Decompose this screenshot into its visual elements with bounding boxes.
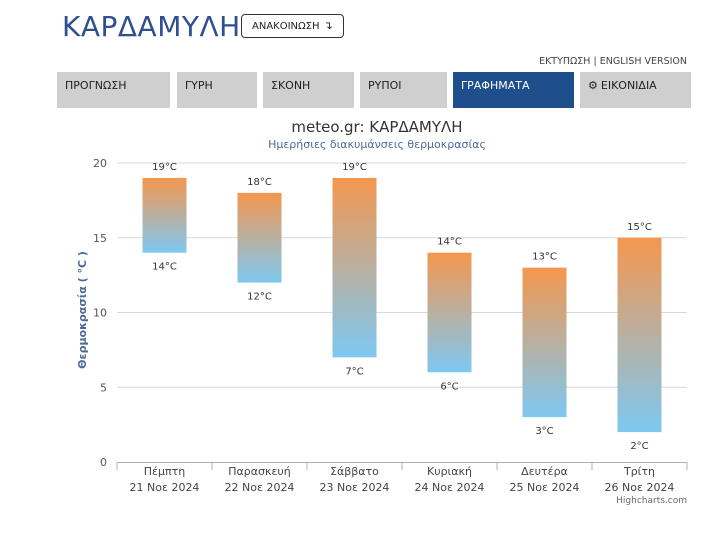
temperature-range-bar <box>617 237 662 433</box>
high-temp-label: 19°C <box>342 162 367 173</box>
tab-label: ΣΚΟΝΗ <box>271 79 311 92</box>
tab-label: ΓΥΡΗ <box>185 79 213 92</box>
x-tick-label-date: 21 Νοε 2024 <box>130 481 200 494</box>
x-tick-label-day: Δευτέρα <box>521 465 568 478</box>
x-tick-label-day: Παρασκευή <box>228 465 291 478</box>
data-labels: 19°C 14°C 18°C 12°C 19°C 7°C 14°C 6°C 13°C 3°C 15°… <box>152 162 652 452</box>
low-temp-label: 6°C <box>440 381 458 392</box>
temperature-range-bar <box>427 252 472 373</box>
main-nav: ΠΡΟΓΝΩΣΗ ΓΥΡΗ ΣΚΟΝΗ ΡΥΠΟΙ ΓΡΑΦΗΜΑΤΑ ⚙ ΕΙΚ… <box>57 72 691 108</box>
tab-forecast[interactable]: ΠΡΟΓΝΩΣΗ <box>57 72 170 108</box>
x-tick-label-day: Κυριακή <box>427 465 472 478</box>
tab-label: ΠΡΟΓΝΩΣΗ <box>65 79 127 92</box>
temperature-range-bar <box>237 192 282 283</box>
tab-pollen[interactable]: ΓΥΡΗ <box>177 72 257 108</box>
low-temp-label: 3°C <box>535 426 553 437</box>
y-tick-label: 0 <box>100 456 107 469</box>
x-tick-label-day: Πέμπτη <box>144 465 185 478</box>
low-temp-label: 7°C <box>345 366 363 377</box>
x-tick-label-date: 26 Νοε 2024 <box>605 481 675 494</box>
temperature-range-bar <box>332 177 377 358</box>
high-temp-label: 15°C <box>627 222 652 233</box>
highcharts-credits[interactable]: Highcharts.com <box>616 496 687 506</box>
header-links: ΕΚΤΥΠΩΣΗ | ENGLISH VERSION <box>539 56 687 67</box>
x-tick-label-day: Σάββατο <box>330 465 379 478</box>
high-temp-label: 19°C <box>152 162 177 173</box>
x-tick-label-day: Τρίτη <box>623 465 655 478</box>
temperature-range-bar <box>142 177 187 253</box>
x-axis: Πέμπτη 21 Νοε 2024 Παρασκευή 22 Νοε 2024 Σάβ… <box>116 462 688 494</box>
high-temp-label: 14°C <box>437 237 462 248</box>
grid-lines <box>117 162 687 388</box>
y-tick-labels: 0 5 10 15 20 <box>93 157 107 469</box>
low-temp-label: 14°C <box>152 262 177 273</box>
y-axis-title: Θερμοκρασία ( °C ) <box>76 251 89 369</box>
temperature-range-bar <box>522 267 567 418</box>
bars <box>142 177 662 433</box>
y-tick-label: 15 <box>93 232 107 245</box>
tab-dust[interactable]: ΣΚΟΝΗ <box>263 72 354 108</box>
arrow-turn-down-icon: ↴ <box>323 19 333 32</box>
english-version-link[interactable]: ENGLISH VERSION <box>599 56 687 67</box>
chart-subtitle: Ημερήσιες διακυμάνσεις θερμοκρασίας <box>268 138 486 151</box>
tab-pollutants[interactable]: ΡΥΠΟΙ <box>360 72 447 108</box>
high-temp-label: 18°C <box>247 177 272 188</box>
print-link[interactable]: ΕΚΤΥΠΩΣΗ <box>539 56 591 67</box>
tab-label: ΡΥΠΟΙ <box>368 79 402 92</box>
y-tick-label: 20 <box>93 157 107 170</box>
tab-label: ΕΙΚΟΝΙΔΙΑ <box>600 79 657 92</box>
high-temp-label: 13°C <box>532 252 557 263</box>
page-title: ΚΑΡΔΑΜΥΛΗ <box>62 10 241 43</box>
x-tick-label-date: 25 Νοε 2024 <box>510 481 580 494</box>
low-temp-label: 12°C <box>247 292 272 303</box>
tab-icons[interactable]: ⚙ ΕΙΚΟΝΙΔΙΑ <box>580 72 691 108</box>
gear-icon: ⚙ <box>588 79 598 92</box>
x-tick-label-date: 23 Νοε 2024 <box>320 481 390 494</box>
chart-title: meteo.gr: ΚΑΡΔΑΜΥΛΗ <box>291 118 462 136</box>
x-tick-label-date: 22 Νοε 2024 <box>225 481 295 494</box>
y-tick-label: 5 <box>100 381 107 394</box>
tab-label: ΓΡΑΦΗΜΑΤΑ <box>461 79 530 92</box>
tab-charts[interactable]: ΓΡΑΦΗΜΑΤΑ <box>453 72 574 108</box>
announcement-label: ΑΝΑΚΟΙΝΩΣΗ <box>252 21 320 32</box>
low-temp-label: 2°C <box>630 441 648 452</box>
announcement-button[interactable]: ΑΝΑΚΟΙΝΩΣΗ ↴ <box>241 14 344 38</box>
link-separator: | <box>593 56 597 67</box>
y-tick-label: 10 <box>93 307 107 320</box>
x-tick-label-date: 24 Νοε 2024 <box>415 481 485 494</box>
